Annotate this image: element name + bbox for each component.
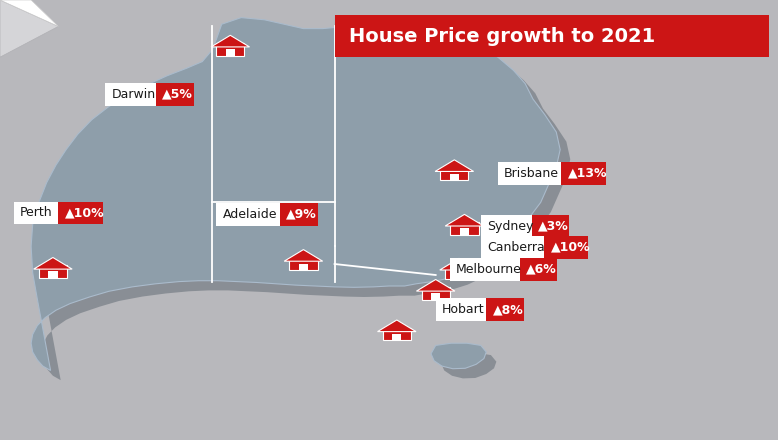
FancyBboxPatch shape: [562, 162, 605, 185]
Text: Adelaide: Adelaide: [223, 208, 277, 221]
Text: ▲10%: ▲10%: [65, 206, 104, 220]
Text: House Price growth to 2021: House Price growth to 2021: [349, 27, 655, 46]
Polygon shape: [435, 160, 474, 172]
FancyBboxPatch shape: [481, 236, 545, 259]
FancyBboxPatch shape: [545, 236, 588, 259]
FancyBboxPatch shape: [105, 83, 156, 106]
Text: Brisbane: Brisbane: [504, 167, 559, 180]
FancyBboxPatch shape: [392, 334, 401, 340]
FancyBboxPatch shape: [280, 203, 317, 226]
FancyBboxPatch shape: [520, 258, 557, 281]
Polygon shape: [440, 258, 478, 270]
Text: ▲8%: ▲8%: [492, 303, 524, 316]
Polygon shape: [211, 35, 250, 47]
Text: ▲9%: ▲9%: [286, 208, 317, 221]
FancyBboxPatch shape: [422, 287, 450, 300]
Polygon shape: [41, 27, 570, 380]
Text: Canberra: Canberra: [487, 241, 545, 254]
FancyBboxPatch shape: [335, 15, 769, 57]
FancyBboxPatch shape: [436, 298, 486, 321]
Text: ▲13%: ▲13%: [568, 167, 607, 180]
FancyBboxPatch shape: [299, 264, 308, 270]
FancyBboxPatch shape: [454, 272, 464, 279]
FancyBboxPatch shape: [498, 162, 562, 185]
FancyBboxPatch shape: [450, 222, 478, 235]
FancyBboxPatch shape: [450, 258, 520, 281]
FancyBboxPatch shape: [289, 257, 317, 270]
Text: ▲6%: ▲6%: [526, 263, 556, 276]
Polygon shape: [0, 0, 58, 57]
Polygon shape: [33, 257, 72, 269]
Text: Melbourne: Melbourne: [456, 263, 522, 276]
FancyBboxPatch shape: [445, 266, 473, 279]
FancyBboxPatch shape: [48, 271, 58, 278]
FancyBboxPatch shape: [431, 293, 440, 300]
FancyBboxPatch shape: [14, 202, 58, 224]
Text: ▲10%: ▲10%: [551, 241, 591, 254]
FancyBboxPatch shape: [383, 328, 411, 340]
FancyBboxPatch shape: [156, 83, 194, 106]
Text: Perth: Perth: [20, 206, 53, 220]
Text: Hobart: Hobart: [442, 303, 485, 316]
FancyBboxPatch shape: [440, 168, 468, 180]
FancyBboxPatch shape: [450, 174, 459, 180]
Polygon shape: [445, 214, 484, 226]
Text: ▲3%: ▲3%: [538, 220, 569, 233]
Polygon shape: [284, 249, 323, 261]
Polygon shape: [441, 353, 496, 378]
FancyBboxPatch shape: [216, 43, 244, 55]
Polygon shape: [377, 320, 416, 332]
FancyBboxPatch shape: [531, 215, 569, 238]
FancyBboxPatch shape: [486, 298, 524, 321]
Text: Darwin: Darwin: [111, 88, 156, 101]
FancyBboxPatch shape: [481, 215, 531, 238]
FancyBboxPatch shape: [58, 202, 103, 224]
FancyBboxPatch shape: [216, 203, 280, 226]
Polygon shape: [416, 279, 455, 291]
FancyBboxPatch shape: [39, 265, 67, 278]
Polygon shape: [431, 343, 486, 369]
FancyBboxPatch shape: [460, 228, 469, 235]
Text: ▲5%: ▲5%: [162, 88, 193, 101]
FancyBboxPatch shape: [226, 49, 235, 55]
Polygon shape: [0, 0, 58, 26]
Polygon shape: [31, 18, 560, 370]
Text: Sydney: Sydney: [487, 220, 534, 233]
